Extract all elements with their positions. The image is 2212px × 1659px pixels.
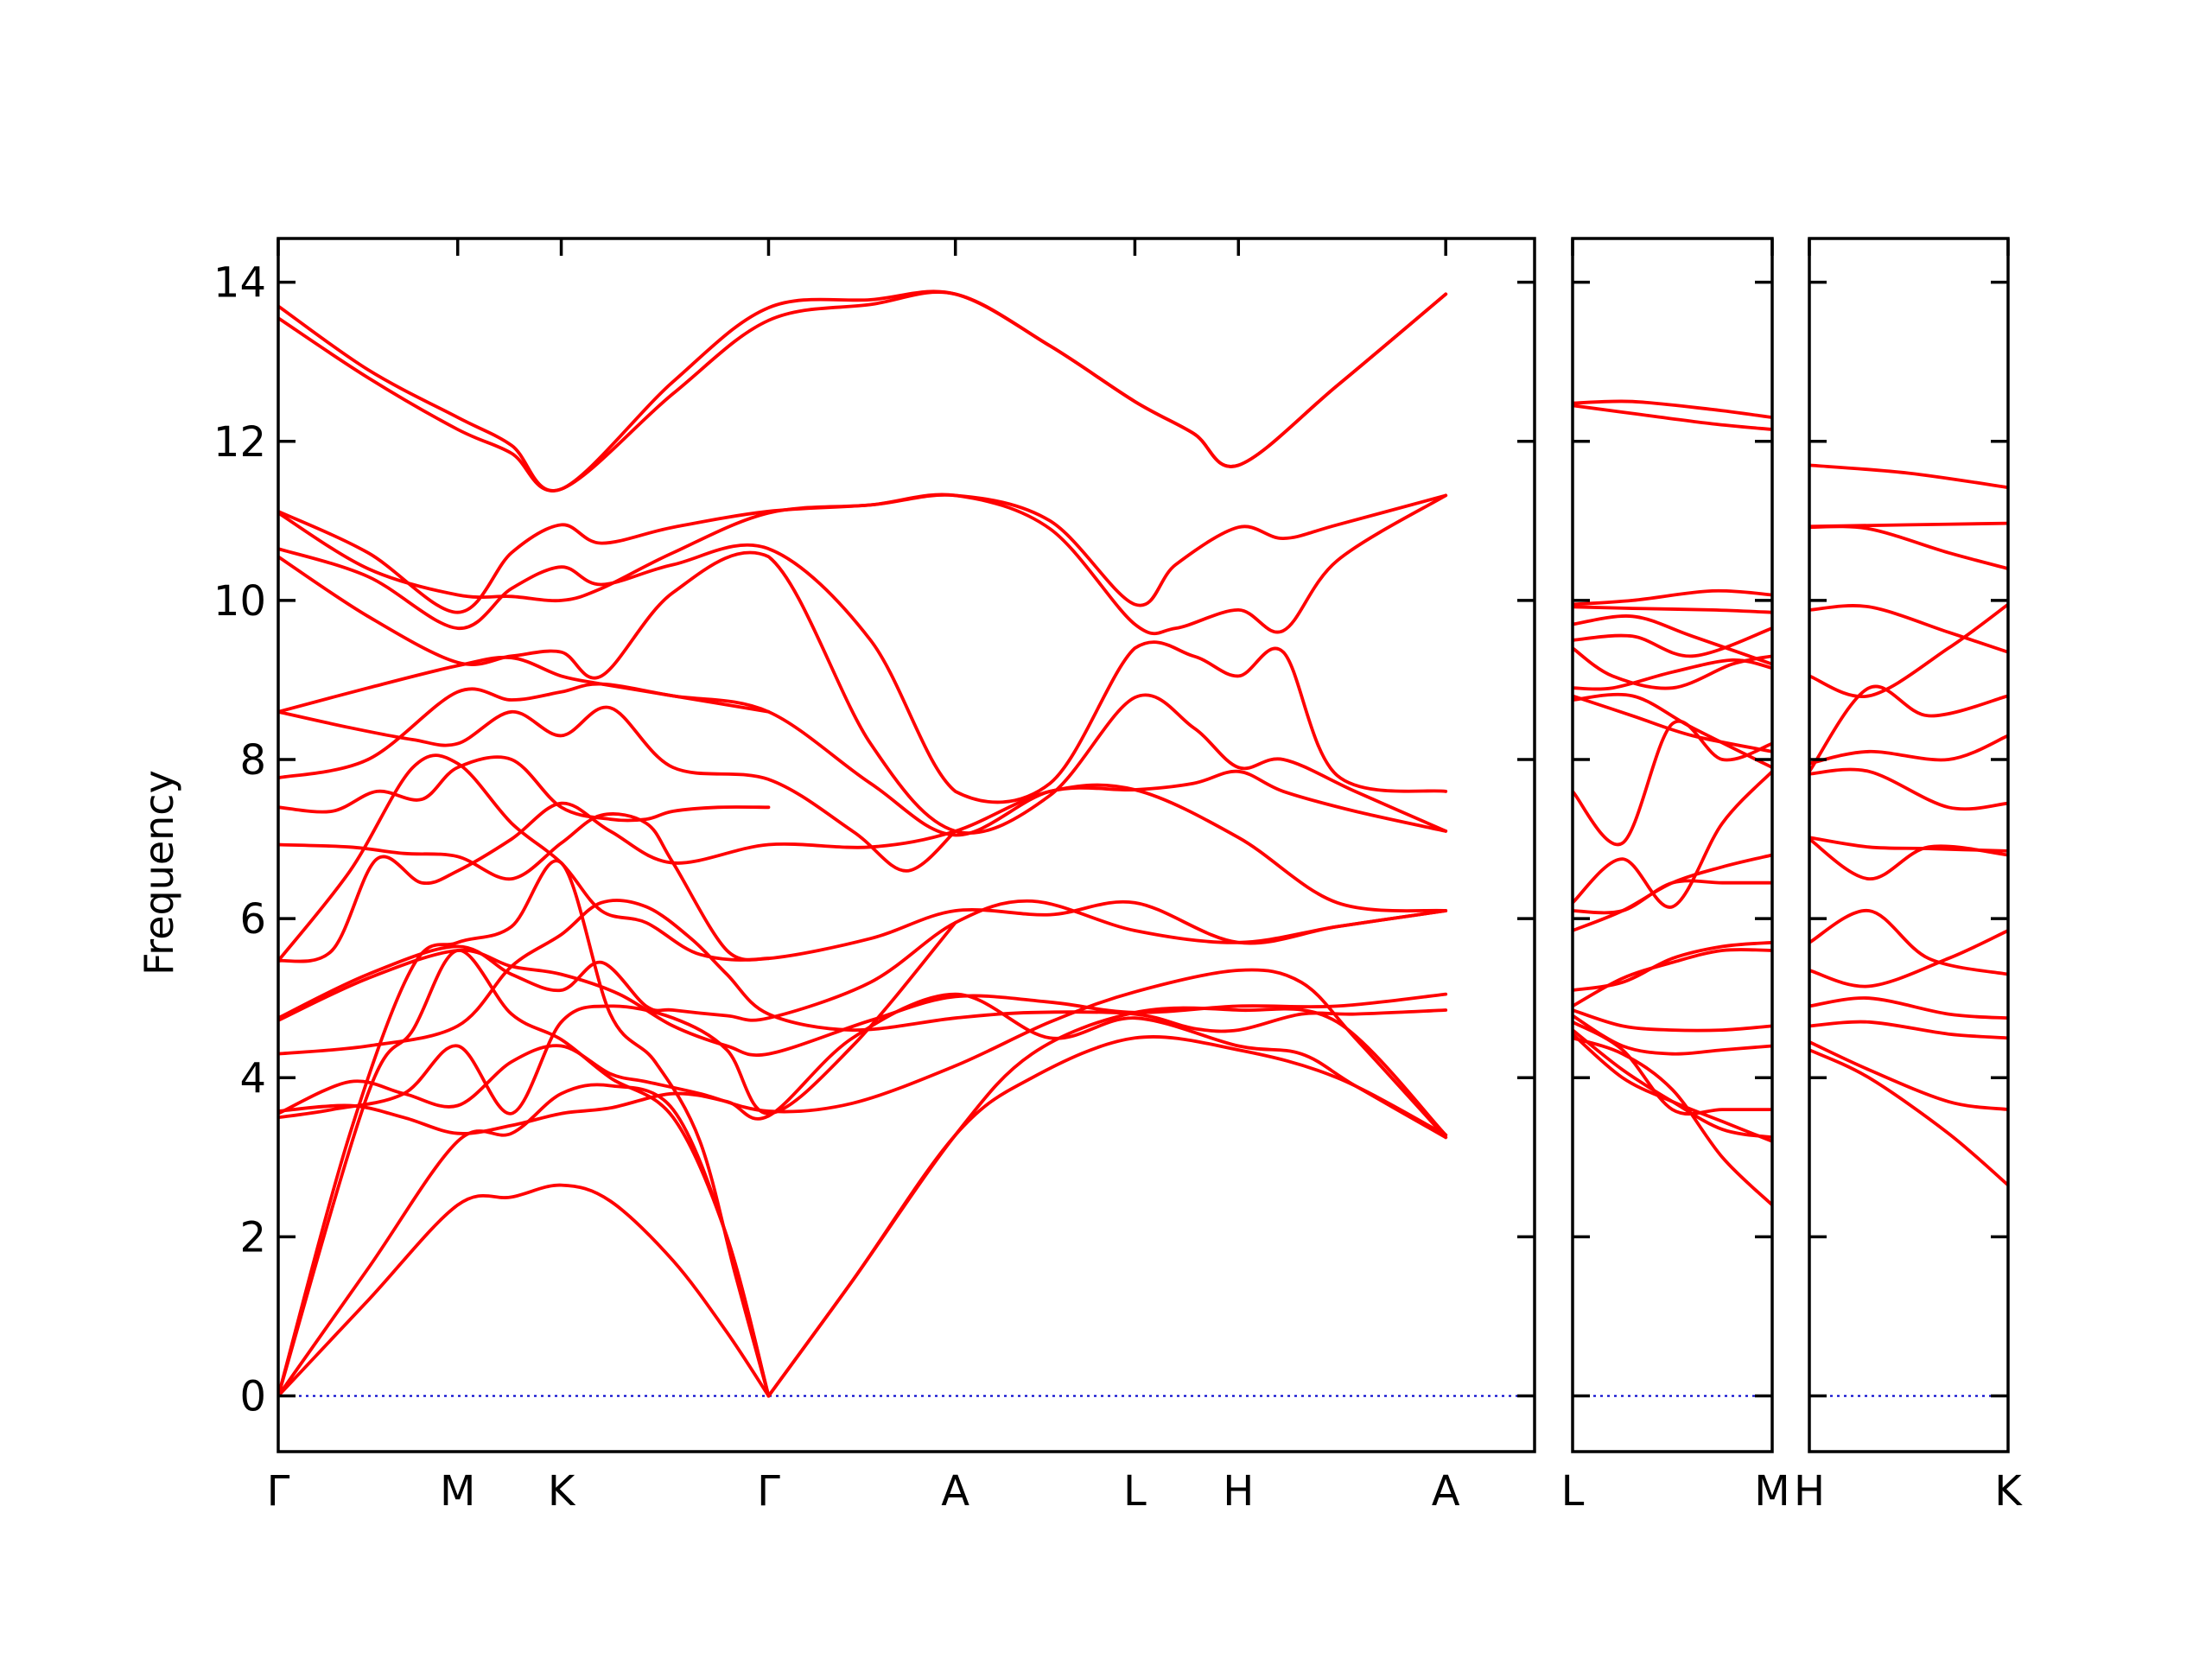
band-line-2 — [278, 290, 1448, 493]
x-tick-label: A — [941, 1467, 969, 1516]
y-tick-label: 12 — [213, 418, 266, 467]
band-line-10 — [278, 755, 771, 823]
band-line-14 — [1809, 1020, 2008, 1040]
band-line-12 — [1573, 769, 1772, 909]
x-tick-label: Γ — [757, 1467, 780, 1516]
x-tick-label: M — [1754, 1467, 1789, 1516]
x-tick-label: H — [1794, 1467, 1825, 1516]
x-tick-label: Γ — [267, 1467, 290, 1516]
band-line-12 — [278, 783, 1448, 963]
band-line-1 — [1809, 463, 2008, 490]
band-line-17 — [1573, 1008, 1772, 1033]
band-line-4 — [278, 493, 1448, 636]
band-line-19 — [1573, 1020, 1772, 1116]
band-line-9 — [1573, 694, 1772, 753]
band-line-12 — [1809, 929, 2008, 988]
band-series-group — [278, 289, 1535, 1398]
band-line-8 — [1573, 658, 1772, 691]
band-line-9 — [278, 682, 771, 780]
band-line-15 — [1809, 1040, 2008, 1111]
band-line-13 — [278, 753, 1448, 963]
band-line-19 — [278, 920, 957, 1120]
band-line-14 — [1573, 853, 1772, 932]
x-tick-label: A — [1432, 1467, 1460, 1516]
y-tick-label: 14 — [213, 259, 266, 308]
band-line-22 — [278, 1083, 771, 1398]
band-line-16 — [1573, 948, 1772, 1008]
band-line-5 — [278, 543, 1448, 804]
y-tick-label: 0 — [239, 1373, 266, 1421]
band-line-17 — [278, 968, 1448, 1140]
band-line-7 — [1809, 734, 2008, 766]
band-line-14 — [278, 899, 1448, 1022]
band-line-22 — [1573, 1036, 1772, 1207]
band-line-10 — [1809, 837, 2008, 881]
y-tick-label: 6 — [239, 895, 266, 944]
band-line-16 — [1809, 1048, 2008, 1187]
y-tick-label: 10 — [213, 577, 266, 626]
band-line-5 — [1573, 614, 1772, 666]
band-line-8 — [278, 705, 957, 873]
band-line-16 — [278, 899, 1448, 1056]
band-line-25 — [766, 1006, 1448, 1398]
y-axis-label: Frequency — [136, 770, 182, 976]
band-line-4 — [1573, 605, 1772, 614]
x-tick-label: M — [440, 1467, 475, 1516]
band-line-4 — [1809, 604, 2008, 654]
band-line-23 — [278, 1183, 771, 1398]
band-line-1 — [1573, 399, 1772, 419]
band-line-11 — [278, 812, 771, 962]
band-line-8 — [1809, 767, 2008, 811]
plot-frame — [1571, 237, 1774, 1453]
band-series-group — [1809, 463, 2008, 1397]
plot-frame — [276, 237, 1536, 1453]
band-line-18 — [278, 992, 1448, 1140]
band-line-21 — [1573, 1032, 1772, 1143]
band-series-group — [1573, 399, 1772, 1397]
band-line-2 — [1573, 404, 1772, 431]
band-line-1 — [278, 289, 1448, 493]
band-line-21 — [278, 949, 771, 1398]
band-line-15 — [278, 948, 1448, 1057]
x-tick-label: L — [1123, 1467, 1147, 1516]
band-line-20 — [278, 859, 771, 1398]
x-tick-label: H — [1223, 1467, 1254, 1516]
x-tick-label: K — [548, 1467, 576, 1516]
band-line-10 — [1573, 692, 1772, 770]
band-line-7 — [278, 655, 1448, 837]
band-line-3 — [1573, 588, 1772, 607]
band-line-11 — [1573, 719, 1772, 847]
x-tick-label: L — [1561, 1467, 1585, 1516]
band-line-5 — [1809, 602, 2008, 699]
y-tick-label: 4 — [239, 1054, 266, 1103]
band-line-6 — [1573, 626, 1772, 658]
band-line-3 — [1809, 524, 2008, 570]
plot-frame — [1808, 237, 2010, 1453]
y-tick-label: 2 — [239, 1213, 266, 1262]
band-line-11 — [1809, 909, 2008, 976]
band-line-13 — [1809, 996, 2008, 1020]
band-line-6 — [1809, 684, 2008, 773]
x-tick-label: K — [1994, 1467, 2023, 1516]
band-line-24 — [766, 1035, 1448, 1398]
panel-1: 0 2 4 6 8 10 12 14 Γ M K Γ A L H A — [213, 237, 1536, 1516]
y-tick-label: 8 — [239, 736, 266, 785]
